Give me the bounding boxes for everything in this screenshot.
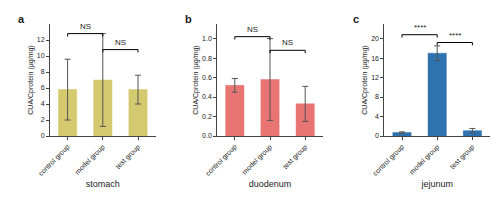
svg-text:test group: test group [281, 143, 309, 171]
svg-text:****: **** [414, 23, 426, 32]
svg-text:8: 8 [375, 93, 379, 100]
svg-text:0.8: 0.8 [202, 55, 212, 62]
svg-text:NS: NS [282, 38, 293, 47]
svg-text:0: 0 [41, 132, 45, 139]
svg-text:control group: control group [37, 143, 72, 178]
svg-text:duodenum: duodenum [249, 179, 292, 189]
svg-text:4: 4 [375, 113, 379, 120]
svg-text:0.2: 0.2 [202, 113, 212, 120]
svg-text:model group: model group [241, 143, 274, 176]
svg-text:NS: NS [80, 22, 91, 31]
svg-text:test group: test group [449, 143, 477, 171]
svg-text:0: 0 [375, 132, 379, 139]
svg-text:****: **** [449, 31, 461, 40]
svg-text:control group: control group [204, 143, 239, 178]
svg-text:2: 2 [41, 116, 45, 123]
svg-text:model group: model group [408, 143, 441, 176]
svg-text:stomach: stomach [86, 179, 120, 189]
svg-text:12: 12 [37, 36, 45, 43]
svg-text:0.0: 0.0 [202, 132, 212, 139]
svg-text:10: 10 [37, 52, 45, 59]
svg-text:a: a [18, 13, 25, 25]
svg-text:CUA/Cprotein (μg/mg): CUA/Cprotein (μg/mg) [361, 45, 369, 114]
svg-text:12: 12 [371, 74, 379, 81]
svg-text:NS: NS [115, 38, 126, 47]
svg-text:4: 4 [41, 100, 45, 107]
svg-text:c: c [353, 13, 359, 25]
svg-text:CUA/Cprotein (μg/mg): CUA/Cprotein (μg/mg) [192, 45, 200, 114]
svg-text:control group: control group [371, 143, 406, 178]
svg-text:20: 20 [371, 35, 379, 42]
svg-text:1.0: 1.0 [202, 35, 212, 42]
svg-text:model group: model group [74, 143, 107, 176]
svg-text:16: 16 [371, 55, 379, 62]
svg-text:6: 6 [41, 84, 45, 91]
svg-text:0.6: 0.6 [202, 74, 212, 81]
svg-text:0.4: 0.4 [202, 93, 212, 100]
svg-text:CUA/Cprotein (μg/mg): CUA/Cprotein (μg/mg) [27, 45, 35, 114]
svg-text:NS: NS [247, 25, 258, 34]
svg-text:8: 8 [41, 68, 45, 75]
svg-text:b: b [185, 13, 192, 25]
svg-text:jejunum: jejunum [420, 179, 453, 189]
svg-text:test group: test group [114, 143, 142, 171]
